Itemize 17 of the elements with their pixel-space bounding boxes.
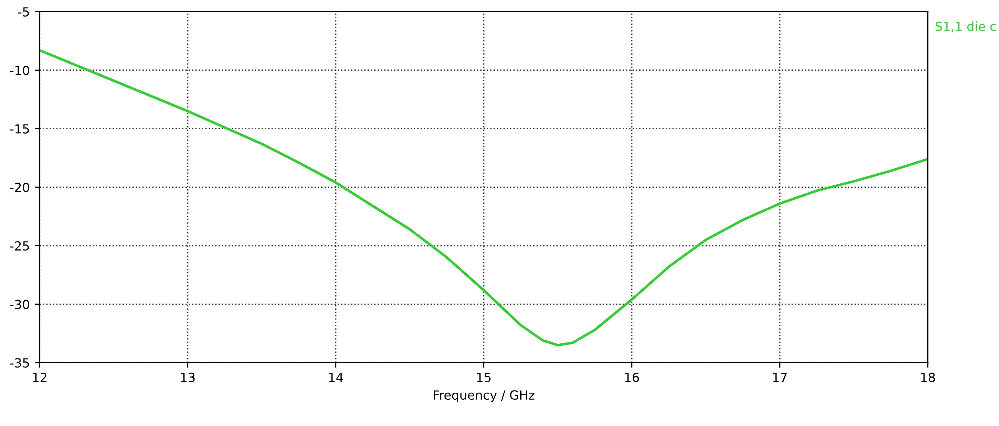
y-tick-label: -20 — [10, 182, 30, 192]
y-tick-label: -35 — [10, 358, 30, 368]
x-tick-label: 15 — [477, 373, 491, 382]
y-tick-label: -10 — [10, 66, 30, 76]
y-tick-label: -25 — [10, 241, 30, 251]
x-tick-label: 14 — [329, 373, 344, 382]
x-tick-label: 16 — [625, 372, 640, 382]
x-tick-label: 18 — [921, 372, 936, 382]
x-axis-title: Frequency / GHz — [434, 390, 535, 402]
y-tick-label: -15 — [10, 124, 30, 134]
x-tick-label: 17 — [773, 373, 787, 382]
y-tick-label: -5 — [18, 8, 30, 17]
y-tick-label: -30 — [10, 300, 30, 310]
text: S1,1 die c — [936, 22, 996, 33]
x-tick-label: 13 — [181, 372, 195, 382]
line-series — [40, 49, 928, 347]
x-tick-label: 12 — [33, 372, 47, 382]
